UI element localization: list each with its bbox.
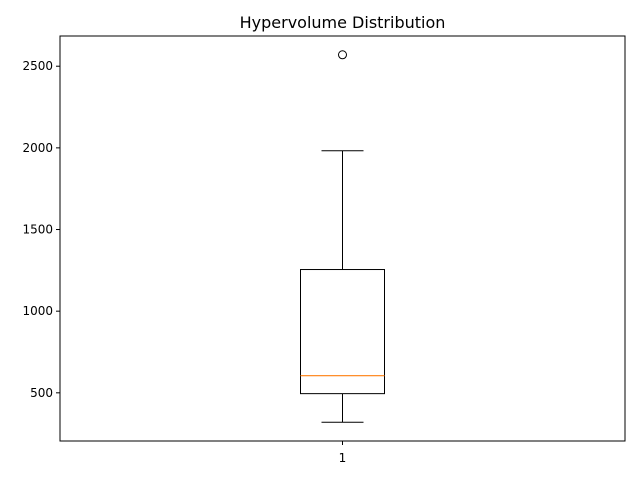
y-tick-label: 2000 xyxy=(22,141,53,155)
y-tick-label: 500 xyxy=(30,386,53,400)
y-tick-label: 1000 xyxy=(22,304,53,318)
chart-title: Hypervolume Distribution xyxy=(240,13,446,32)
y-tick-label: 1500 xyxy=(22,223,53,237)
y-tick-label: 2500 xyxy=(22,59,53,73)
x-tick-label: 1 xyxy=(339,451,347,465)
x-axis: 1 xyxy=(339,441,347,465)
box-iqr xyxy=(300,269,385,395)
y-axis: 500 1000 1500 2000 2500 xyxy=(22,59,60,400)
outlier-point xyxy=(338,50,347,60)
